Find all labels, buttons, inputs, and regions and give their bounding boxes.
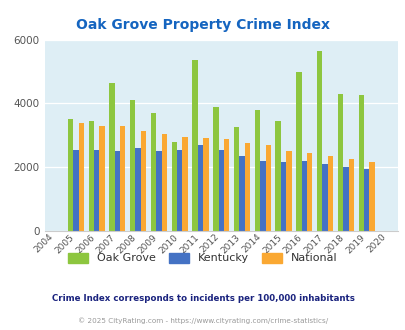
Bar <box>120 126 125 231</box>
Bar <box>233 127 239 231</box>
Bar <box>213 107 218 231</box>
Bar <box>348 159 353 231</box>
Bar <box>130 100 135 231</box>
Bar <box>296 72 301 231</box>
Bar <box>363 169 369 231</box>
Bar <box>135 148 141 231</box>
Bar <box>358 95 363 231</box>
Bar <box>192 60 197 231</box>
Bar <box>99 126 104 231</box>
Bar <box>171 142 177 231</box>
Bar <box>218 150 224 231</box>
Bar <box>141 130 146 231</box>
Bar <box>280 162 286 231</box>
Bar <box>156 151 161 231</box>
Bar <box>109 83 114 231</box>
Text: Crime Index corresponds to incidents per 100,000 inhabitants: Crime Index corresponds to incidents per… <box>51 294 354 303</box>
Text: © 2025 CityRating.com - https://www.cityrating.com/crime-statistics/: © 2025 CityRating.com - https://www.city… <box>78 317 327 324</box>
Bar <box>275 121 280 231</box>
Bar <box>78 122 84 231</box>
Text: Oak Grove Property Crime Index: Oak Grove Property Crime Index <box>76 18 329 32</box>
Bar <box>94 150 99 231</box>
Bar <box>88 121 94 231</box>
Bar <box>224 139 229 231</box>
Bar <box>202 139 208 231</box>
Bar <box>239 156 244 231</box>
Bar <box>73 150 78 231</box>
Bar <box>114 151 120 231</box>
Bar <box>306 153 312 231</box>
Bar <box>260 161 265 231</box>
Bar <box>286 151 291 231</box>
Bar <box>244 143 249 231</box>
Bar <box>68 119 73 231</box>
Bar <box>342 167 348 231</box>
Bar <box>369 162 374 231</box>
Bar <box>265 145 270 231</box>
Bar <box>301 161 306 231</box>
Bar <box>182 137 188 231</box>
Legend: Oak Grove, Kentucky, National: Oak Grove, Kentucky, National <box>64 249 341 267</box>
Bar <box>197 145 202 231</box>
Bar <box>316 51 322 231</box>
Bar <box>254 110 260 231</box>
Bar <box>327 156 333 231</box>
Bar <box>322 164 327 231</box>
Bar <box>177 150 182 231</box>
Bar <box>151 113 156 231</box>
Bar <box>161 134 166 231</box>
Bar <box>337 94 342 231</box>
